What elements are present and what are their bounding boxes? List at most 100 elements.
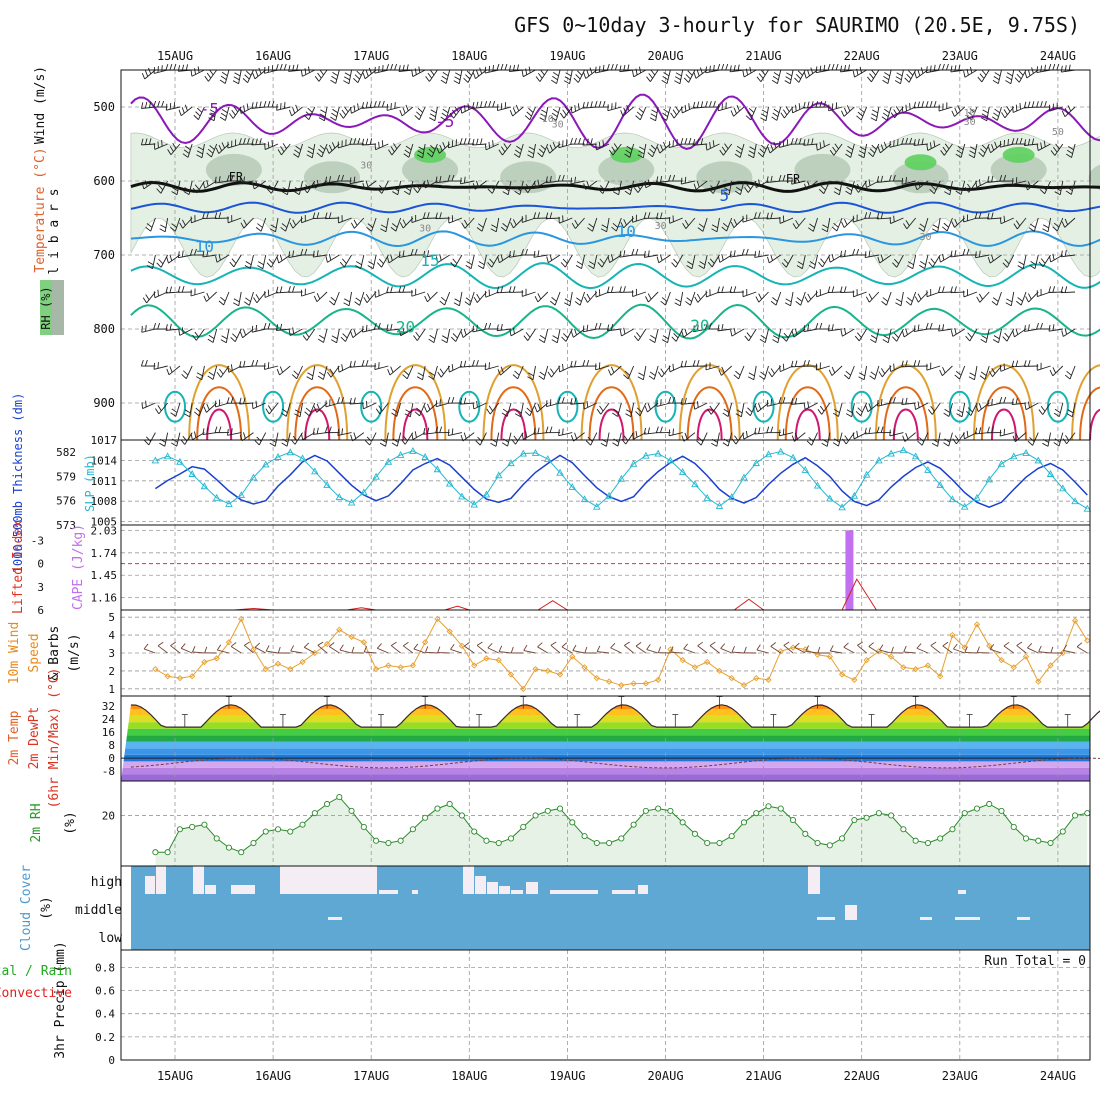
wind-barb <box>742 214 757 223</box>
wind-barb-flag <box>426 152 433 158</box>
wind-barb-flag <box>255 324 258 332</box>
wind-barb-flag <box>1016 641 1023 646</box>
wind-barb-flag <box>288 251 291 258</box>
wind-barb-flag <box>292 327 295 334</box>
slp-marker <box>948 495 957 503</box>
wind-barb-flag <box>784 80 791 85</box>
wind-barb-flag <box>828 369 833 376</box>
wind-barb-flag <box>807 181 811 188</box>
wind-barb-flag <box>818 261 823 268</box>
rh-high-cell <box>1088 164 1100 191</box>
wind-barb-flag <box>1027 181 1032 188</box>
wind-barb-flag <box>570 331 574 338</box>
wind-barb-flag <box>758 73 764 79</box>
wind-barb <box>447 174 462 182</box>
wind-barb-flag <box>537 403 541 410</box>
wind-barb-flag <box>244 264 251 270</box>
wind-barb-flag <box>156 262 162 268</box>
wind-barb <box>538 328 549 343</box>
wind-barb-flag <box>1012 435 1016 442</box>
wind-barb <box>944 180 953 196</box>
slp-marker <box>997 459 1006 467</box>
wind-barb <box>141 180 156 190</box>
wind-barb <box>999 215 1014 225</box>
wind-barb <box>1036 140 1051 151</box>
warm-isotherm-loop <box>980 386 1027 441</box>
wind-barb-flag <box>655 426 659 433</box>
wind-barb-flag <box>845 153 851 158</box>
wind-barb <box>558 139 573 149</box>
wind-barb-flag <box>892 336 898 342</box>
wind-barb-staff <box>223 291 230 306</box>
wind-barb-flag <box>916 643 922 649</box>
wind-barb <box>705 362 720 371</box>
wind-barb-flag <box>313 406 318 413</box>
wind-barb-flag <box>1061 221 1066 228</box>
wind-barb-staff <box>776 106 782 121</box>
wind-barb-staff <box>593 254 598 269</box>
wind-barb-flag <box>141 102 144 109</box>
wind-barb-flag <box>1040 101 1043 108</box>
wind-barb-staff <box>986 106 990 121</box>
slp-marker <box>666 456 675 464</box>
wind-barb <box>1036 362 1051 371</box>
wind-barb-staff <box>227 432 242 436</box>
wind-barb-flag <box>153 291 156 298</box>
wind-barb-flag <box>404 190 410 195</box>
wind-barb <box>352 69 365 83</box>
wind-barb <box>987 175 1002 183</box>
wind-barb-flag <box>466 70 472 76</box>
wind-barb-flag <box>583 183 587 190</box>
wind-barb <box>254 432 267 446</box>
wind-speed-marker <box>630 680 637 687</box>
wind-barb-flag <box>635 248 639 256</box>
wind-barb <box>153 289 168 299</box>
wind-barb-flag <box>422 212 426 219</box>
wind-barb-flag <box>883 335 890 340</box>
wind-barb-flag <box>795 301 801 306</box>
wind-barb-staff <box>366 291 377 303</box>
wind-barb-flag <box>827 324 830 332</box>
wind-barb-staff <box>146 291 156 304</box>
wind-barb <box>637 365 647 381</box>
wind-barb-flag <box>759 148 765 154</box>
wind-barb <box>251 101 266 109</box>
wind-barb <box>239 176 254 185</box>
wind-barb <box>523 328 536 341</box>
wind-barb-flag <box>540 69 545 76</box>
wind-barb-staff <box>896 254 904 268</box>
wind-barb-staff <box>1014 328 1027 338</box>
wind-barb-flag <box>854 187 859 193</box>
wind-speed-marker <box>201 658 208 666</box>
wind-barb-flag <box>279 366 283 373</box>
wind-barb-flag <box>221 108 228 114</box>
wind-barb <box>661 328 671 344</box>
wind-barb-flag <box>181 250 184 257</box>
date-label-top: 22AUG <box>844 49 880 63</box>
wind-barb <box>888 174 904 182</box>
slp-marker <box>715 502 724 509</box>
wind-barb-flag <box>674 302 681 307</box>
wind-barb <box>317 328 328 343</box>
date-label-top: 18AUG <box>451 49 487 63</box>
wind-barb <box>263 100 279 108</box>
wind-barb-flag <box>392 191 399 196</box>
wind-barb-staff <box>375 291 389 298</box>
wind-barb-flag <box>404 186 411 192</box>
wind-barb <box>607 365 622 376</box>
wind-barb-staff <box>286 432 291 447</box>
wind-barb-flag <box>341 397 344 404</box>
rh2m-marker <box>912 837 919 844</box>
wind-barb <box>1023 101 1039 109</box>
wind-barb-flag <box>684 176 687 184</box>
wind-barb <box>779 215 794 224</box>
wind-barb-flag <box>279 63 283 71</box>
wind-barb <box>999 428 1014 437</box>
wind-barb-staff <box>572 650 585 654</box>
wind-barb <box>498 143 512 156</box>
wind-barb-flag <box>294 409 301 414</box>
wind-barb-flag <box>807 324 810 331</box>
wind-barb-flag <box>943 222 949 228</box>
wind-barb-flag <box>744 187 749 193</box>
wind-barb <box>942 641 953 654</box>
